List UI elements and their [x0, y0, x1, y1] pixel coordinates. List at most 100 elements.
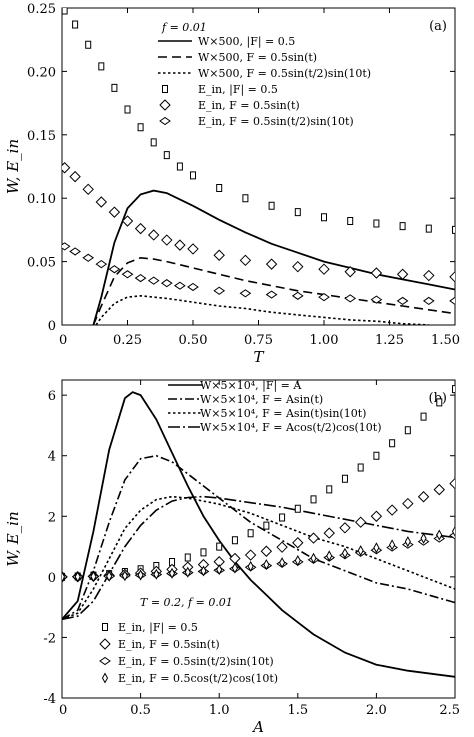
- legend-entry: E_in, |F| = 0.5: [118, 621, 198, 635]
- series-5-point: [82, 253, 95, 262]
- series-3-point: [111, 83, 118, 92]
- series-7-point: [106, 570, 113, 582]
- legend-entry: W×5×10⁴, F = Asin(t): [200, 393, 323, 406]
- annotation: T = 0.2, f = 0.01: [140, 596, 233, 609]
- series-5-point: [174, 281, 186, 290]
- series-7-point: [436, 529, 443, 541]
- y-axis-label: W, E_in: [4, 511, 22, 566]
- y-tick-label: 0.15: [27, 129, 56, 144]
- series-4-point: [265, 258, 278, 270]
- series-5-point: [229, 552, 241, 565]
- series-7-point: [263, 559, 270, 571]
- x-tick-label: 0.50: [179, 333, 208, 348]
- series-5-point: [339, 522, 351, 534]
- series-5-point: [292, 537, 304, 549]
- series-5-point: [95, 260, 108, 269]
- series-5-point: [134, 273, 147, 283]
- series-5-point: [370, 510, 383, 522]
- y-tick-label: -4: [43, 692, 56, 707]
- series-4-point: [62, 162, 71, 174]
- series-4-point: [396, 268, 409, 280]
- y-axis-label: W, E_in: [4, 139, 22, 194]
- series-4-point: [279, 513, 286, 522]
- series-4-point: [134, 222, 147, 235]
- y-tick-label: 0.20: [27, 65, 56, 80]
- series-4-point: [200, 548, 207, 557]
- x-tick-label: 1.0: [209, 703, 230, 718]
- series-4-point: [231, 536, 238, 545]
- series-3-point: [373, 219, 380, 228]
- x-tick-label: 2.5: [439, 703, 460, 718]
- series-7-point: [231, 562, 238, 574]
- series-3-point: [190, 171, 196, 180]
- series-7-point: [357, 545, 364, 557]
- legend-entry: W×500, |F| = 0.5: [198, 35, 295, 49]
- x-tick-label: 0.25: [113, 333, 142, 348]
- series-7-point: [279, 557, 286, 569]
- series-3-point: [176, 162, 183, 171]
- legend-marker-6: [99, 656, 111, 666]
- series-4-point: [169, 558, 176, 567]
- series-3-point: [347, 217, 354, 226]
- legend-entry: W×5×10⁴, F = Asin(t)sin(10t): [200, 407, 366, 420]
- series-4-point: [161, 234, 173, 246]
- legend-marker-5: [159, 116, 171, 126]
- series-7-point: [200, 565, 207, 577]
- series-4-point: [147, 229, 160, 241]
- series-5-point: [307, 532, 320, 544]
- series-3-point: [124, 105, 131, 114]
- series-4-point: [341, 474, 348, 483]
- series-line-3: [62, 495, 455, 621]
- chart-panel-a: 0 0.25 0.50 0.75 1.00 1.25 1.50 0 0.05 0.10 0.15 0.…: [4, 2, 460, 366]
- series-4-point: [389, 439, 396, 448]
- series-3-point: [163, 151, 170, 160]
- series-3-point: [85, 40, 92, 49]
- legend-entry: E_in, F = 0.5sin(t): [198, 99, 300, 112]
- series-4-point: [370, 267, 383, 279]
- series-5-point: [239, 289, 252, 298]
- series-5-point: [318, 292, 330, 302]
- series-4-point: [239, 254, 252, 267]
- legend-entry: W×500, F = 0.5sin(t/2)sin(10t): [198, 67, 371, 80]
- series-7-point: [294, 554, 301, 567]
- series-3-point: [137, 123, 144, 132]
- series-7-point: [326, 550, 333, 562]
- series-4-point: [452, 385, 455, 394]
- series-4-point: [95, 196, 108, 208]
- series-5-point: [62, 242, 71, 251]
- series-line-1: [62, 454, 455, 620]
- series-4-point: [420, 412, 427, 421]
- y-tick-label: 6: [48, 389, 56, 404]
- legend-entry: E_in, F = 0.5cos(t/2)cos(10t): [118, 672, 278, 685]
- series-3-point: [294, 208, 301, 217]
- x-tick-label: 1.00: [310, 333, 339, 348]
- series-line-2: [62, 495, 455, 621]
- x-tick-label: 1.25: [375, 333, 404, 348]
- x-axis-label: T: [253, 348, 264, 366]
- series-4-point: [310, 495, 317, 504]
- series-4-point: [373, 451, 380, 460]
- series-4-point: [247, 529, 254, 538]
- x-tick-label: 0.5: [130, 703, 151, 718]
- y-tick-label: 2: [48, 510, 56, 525]
- series-4-point: [213, 249, 225, 261]
- y-tick-label: 0.10: [27, 192, 56, 207]
- series-7-point: [62, 571, 66, 583]
- series-4-point: [174, 239, 186, 251]
- series-5-point: [213, 286, 226, 295]
- series-5-point: [422, 296, 435, 306]
- series-5-point: [323, 527, 335, 539]
- series-3-point: [321, 213, 327, 222]
- series-7-point: [153, 568, 160, 580]
- series-7-point: [373, 542, 380, 554]
- y-tick-label: 0: [48, 571, 56, 586]
- series-7-point: [341, 547, 349, 559]
- series-7-point: [90, 571, 97, 583]
- series-4-point: [344, 266, 356, 278]
- series-3-point: [216, 184, 223, 193]
- series-5-point: [291, 291, 304, 300]
- series-3-point: [150, 138, 157, 147]
- series-4-point: [423, 269, 435, 282]
- series-4-point: [184, 553, 191, 562]
- series-4-point: [263, 521, 270, 530]
